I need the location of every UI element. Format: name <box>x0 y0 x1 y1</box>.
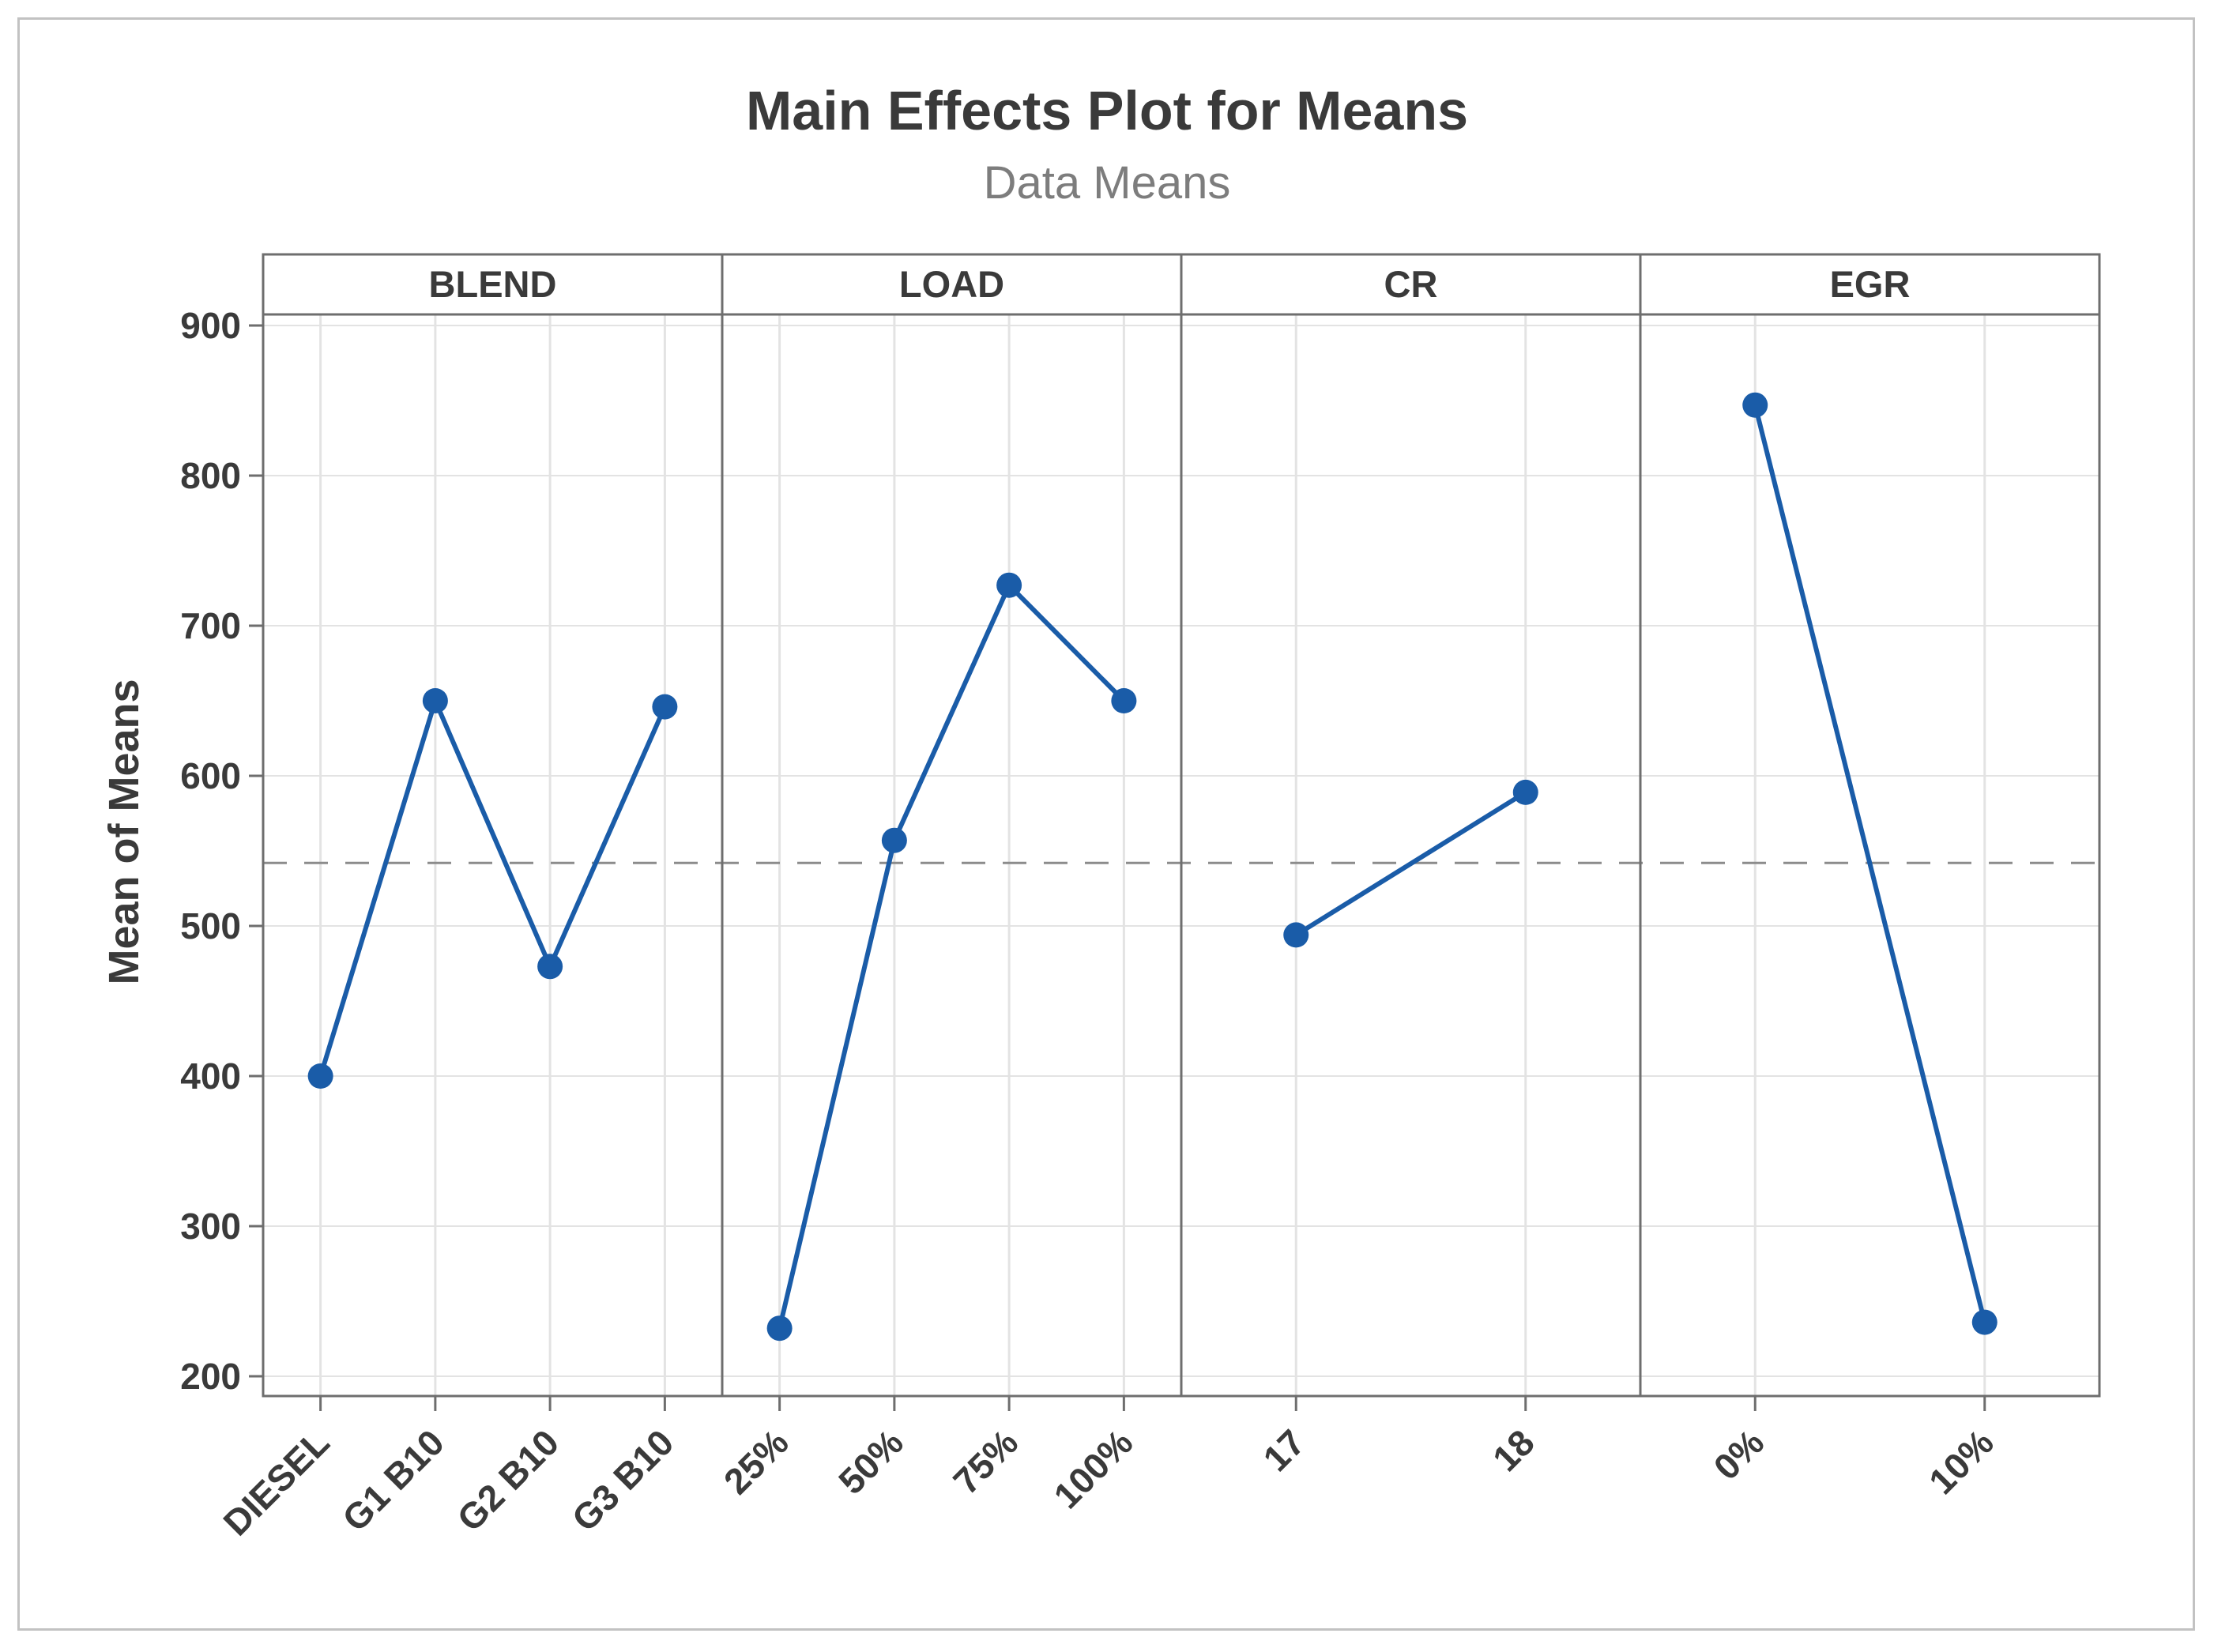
data-point-blend-0[interactable] <box>307 1063 333 1089</box>
x-tick-label: 75% <box>945 1421 1026 1502</box>
y-tick-label: 500 <box>180 905 241 946</box>
x-tick-label: G3 B10 <box>564 1421 682 1539</box>
x-tick-label: 10% <box>1921 1421 2001 1502</box>
y-tick-label: 800 <box>180 455 241 496</box>
effect-line-egr <box>1753 404 1987 1323</box>
figure-border <box>17 17 2195 1631</box>
data-point-blend-2[interactable] <box>537 954 563 980</box>
x-tick-label: 18 <box>1485 1421 1542 1479</box>
panel-header-label-blend: BLEND <box>429 263 557 305</box>
y-tick-label: 400 <box>180 1056 241 1097</box>
x-tick-label: 0% <box>1706 1421 1772 1488</box>
effect-line-cr <box>1294 790 1527 937</box>
data-point-blend-3[interactable] <box>652 694 678 720</box>
data-point-cr-1[interactable] <box>1512 779 1538 805</box>
x-tick-label: DIESEL <box>215 1421 337 1543</box>
panel-header-label-cr: CR <box>1384 263 1438 305</box>
x-tick-label: 100% <box>1045 1421 1140 1516</box>
data-point-load-0[interactable] <box>766 1315 793 1342</box>
panel-header-label-egr: EGR <box>1830 263 1911 305</box>
y-tick-label: 700 <box>180 605 241 646</box>
y-tick-label: 300 <box>180 1206 241 1247</box>
x-tick-label: G2 B10 <box>449 1421 567 1539</box>
x-tick-label: 25% <box>716 1421 796 1502</box>
chart-subtitle: Data Means <box>983 157 1231 209</box>
effect-line-load <box>777 581 1126 1329</box>
data-point-cr-0[interactable] <box>1283 922 1309 948</box>
data-point-blend-1[interactable] <box>422 688 448 713</box>
x-tick-label: 50% <box>830 1421 911 1502</box>
chart-title: Main Effects Plot for Means <box>745 80 1469 141</box>
y-tick-label: 900 <box>180 305 241 346</box>
x-tick-label: 17 <box>1255 1421 1312 1479</box>
x-tick-label: G1 B10 <box>334 1421 452 1539</box>
effect-line-blend <box>318 694 668 1077</box>
data-point-load-2[interactable] <box>996 572 1022 598</box>
y-tick-label: 600 <box>180 755 241 796</box>
data-point-load-3[interactable] <box>1111 688 1137 713</box>
data-point-load-1[interactable] <box>881 827 907 853</box>
data-point-egr-0[interactable] <box>1742 392 1768 418</box>
y-tick-label: 200 <box>180 1356 241 1397</box>
panel-header-label-load: LOAD <box>899 263 1004 305</box>
data-point-egr-1[interactable] <box>1971 1309 1997 1335</box>
